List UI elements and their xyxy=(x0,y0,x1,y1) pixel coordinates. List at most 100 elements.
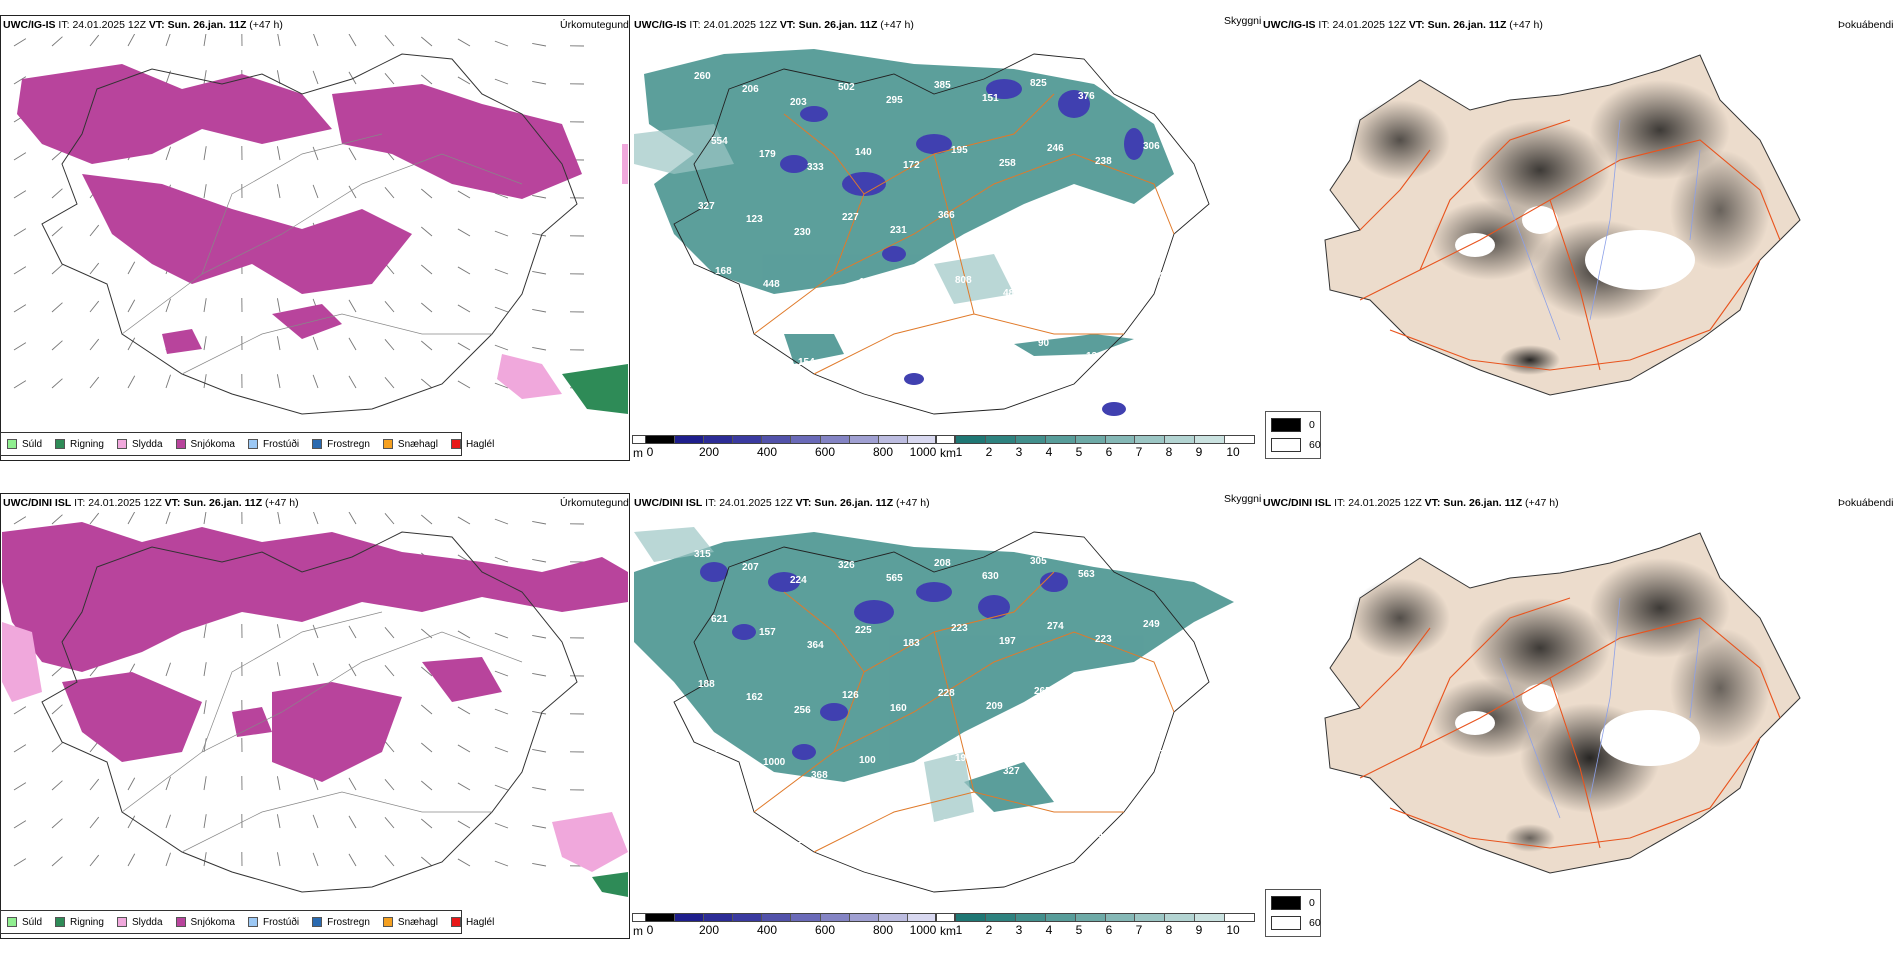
wind-barb xyxy=(458,191,470,198)
lead-time: (+47 h) xyxy=(1509,19,1543,31)
vt-value: Sun. 26.jan. 11Z xyxy=(1443,497,1522,509)
ceiling-label: 151 xyxy=(982,93,999,104)
wind-barb xyxy=(277,336,280,350)
wind-barb xyxy=(313,375,318,388)
ceiling-label: 223 xyxy=(1095,634,1112,645)
wind-barb xyxy=(204,776,206,790)
swatch xyxy=(312,917,322,927)
wind-barb xyxy=(495,557,508,562)
wind-barb xyxy=(90,225,99,236)
wind-barb xyxy=(52,379,62,388)
tick: 3 xyxy=(1016,923,1023,937)
wind-barb xyxy=(90,513,99,524)
legend-item-rigning: Rigning xyxy=(55,439,104,450)
legend-label: Slydda xyxy=(132,917,163,928)
panel-header: UWC/DINI ISL IT: 24.01.2025 12Z VT: Sun.… xyxy=(1263,497,1559,509)
forecast-row-dini-isl: UWC/DINI ISL IT: 24.01.2025 12Z VT: Sun.… xyxy=(0,478,1900,953)
legend-label: Snæhagl xyxy=(398,917,438,928)
wind-barb xyxy=(313,71,318,84)
ceiling-label: 189 xyxy=(1038,816,1055,827)
precip-type-title: Úrkomutegund xyxy=(560,19,629,31)
tick: 5 xyxy=(1076,923,1083,937)
snow-areas xyxy=(17,64,582,354)
legend-label: Frostúði xyxy=(263,439,299,450)
wind-barb xyxy=(495,307,508,312)
wind-barb xyxy=(495,519,508,524)
wind-barb xyxy=(532,711,546,714)
wind-barb xyxy=(166,815,171,828)
vt-value: Sun. 26.jan. 11Z xyxy=(168,19,247,31)
wind-barb xyxy=(532,787,546,790)
wind-barb xyxy=(277,662,280,676)
ceiling-label: 280 xyxy=(942,340,959,351)
wind-barb xyxy=(52,151,62,160)
colorbar-cell xyxy=(704,914,733,921)
wind-barb xyxy=(52,303,62,312)
colorbar-cell xyxy=(879,914,908,921)
it-label: IT: xyxy=(1318,19,1329,31)
ceiling-label: 140 xyxy=(855,147,872,158)
wind-barb xyxy=(204,146,206,160)
ceiling-label: 227 xyxy=(842,212,859,223)
legend-label: Slydda xyxy=(132,439,163,450)
ceiling-label: 243 xyxy=(750,344,767,355)
wind-barb xyxy=(458,381,470,388)
precip-type-map xyxy=(2,34,628,430)
swatch xyxy=(383,439,393,449)
wind-barb xyxy=(385,73,394,84)
ceiling-label: 406 xyxy=(1051,751,1068,762)
legend-item-hagl: Haglél xyxy=(451,917,494,928)
wind-barb xyxy=(421,341,432,350)
ceiling-label: 128 xyxy=(1086,829,1103,840)
wind-barb xyxy=(277,374,280,388)
wind-barb xyxy=(90,377,99,388)
wind-barb xyxy=(385,741,394,752)
wind-barb xyxy=(385,187,394,198)
ceiling-label: 188 xyxy=(698,679,715,690)
wind-barb xyxy=(421,743,432,752)
ceiling-label: 162 xyxy=(746,692,763,703)
wind-barb xyxy=(458,745,470,752)
ceiling-label: 172 xyxy=(903,160,920,171)
wind-barb xyxy=(385,301,394,312)
ceiling-label: 285 xyxy=(1099,286,1116,297)
vt-label: VT: xyxy=(1409,19,1425,31)
wind-barb xyxy=(52,189,62,198)
ceiling-label: 596 xyxy=(702,809,719,820)
ceiling-label: 230 xyxy=(907,768,924,779)
wind-barb xyxy=(421,705,432,714)
fog-index-legend: 0 60 xyxy=(1265,411,1321,459)
legend-label: 60 xyxy=(1309,917,1321,929)
legend-item-snaehagl: Snæhagl xyxy=(383,917,438,928)
wind-barb xyxy=(349,854,356,866)
lead-time: (+47 h) xyxy=(265,497,299,509)
ceiling-label: 207 xyxy=(742,562,759,573)
wind-barb xyxy=(90,855,99,866)
ceiling-label: 145 xyxy=(990,353,1007,364)
model-name: UWC/IG-IS xyxy=(634,19,687,31)
wind-barb xyxy=(128,816,135,828)
wind-barb xyxy=(458,267,470,274)
wind-barb xyxy=(14,191,26,198)
colorbar-cell xyxy=(646,914,675,921)
it-label: IT: xyxy=(705,497,716,509)
swatch xyxy=(248,439,258,449)
legend-item-rigning: Rigning xyxy=(55,917,104,928)
wind-barb xyxy=(458,821,470,828)
wind-barb xyxy=(532,271,546,274)
wind-barb xyxy=(90,779,99,790)
swatch xyxy=(451,917,461,927)
ceiling-label: 808 xyxy=(955,275,972,286)
visibility-title: Skyggni xyxy=(1224,15,1261,27)
wind-barb xyxy=(532,43,546,46)
wind-barb xyxy=(52,37,62,46)
ceiling-label: 368 xyxy=(811,770,828,781)
vt-label: VT: xyxy=(780,19,796,31)
wind-barb xyxy=(385,339,394,350)
ceiling-label: 263 xyxy=(894,355,911,366)
wind-barb xyxy=(458,783,470,790)
colorbar-cell xyxy=(791,914,820,921)
colorbar-cell xyxy=(879,436,908,443)
colorbar-cell xyxy=(733,436,762,443)
ceiling-label: 238 xyxy=(1095,156,1112,167)
